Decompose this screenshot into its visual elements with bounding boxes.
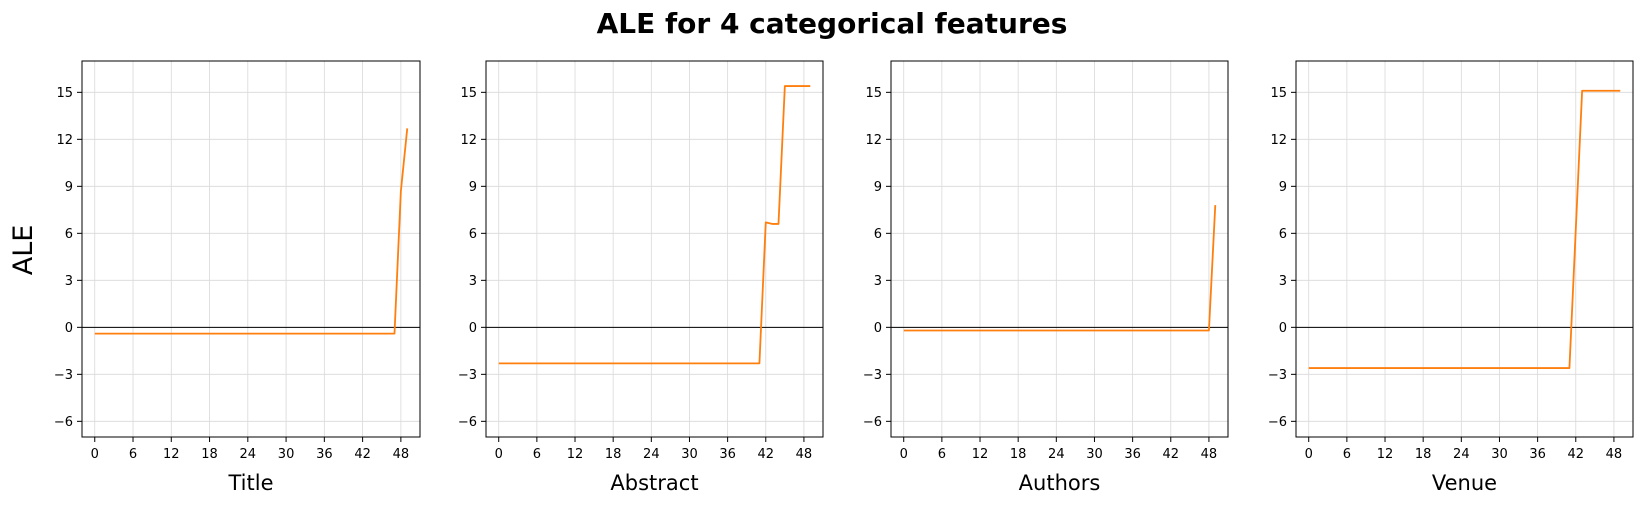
x-tick-label: 42 [354,447,371,462]
y-tick-label: −3 [1268,368,1287,383]
x-tick-label: 30 [681,447,698,462]
y-tick-label: 9 [469,180,477,195]
y-tick-label: −6 [863,415,882,430]
ale-line [903,205,1217,332]
x-tick-label: 48 [393,447,410,462]
ale-line [94,128,409,335]
y-tick-label: 15 [56,86,73,101]
x-tick-label: 36 [1529,447,1546,462]
ale-line [498,85,811,365]
x-tick-label: 48 [1201,447,1218,462]
y-tick-label: −6 [54,415,73,430]
x-tick-label: 48 [796,447,813,462]
y-tick-label: −6 [458,415,477,430]
x-axis-label: Authors [1019,471,1101,495]
x-tick-label: 24 [1048,447,1065,462]
y-tick-label: 15 [460,86,477,101]
y-tick-label: 12 [460,133,477,148]
x-tick-label: 6 [938,447,946,462]
y-tick-label: −3 [863,368,882,383]
x-tick-label: 12 [972,447,989,462]
x-tick-label: 12 [1377,447,1394,462]
y-tick-label: 6 [65,227,73,242]
x-tick-label: 24 [240,447,257,462]
figure-title: ALE for 4 categorical features [597,7,1068,40]
x-tick-label: 30 [278,447,295,462]
x-tick-label: 0 [91,447,99,462]
y-tick-label: 12 [865,133,882,148]
y-axis-label: ALE [8,225,39,276]
y-tick-label: 6 [874,227,882,242]
axes-frame [81,60,421,438]
x-tick-label: 0 [1305,447,1313,462]
x-tick-label: 18 [1010,447,1027,462]
x-tick-label: 36 [719,447,736,462]
y-tick-label: 6 [469,227,477,242]
x-tick-label: 42 [1568,447,1585,462]
ale-line [1308,89,1621,369]
axes-frame [890,60,1229,438]
y-tick-label: −3 [458,368,477,383]
x-axis-label: Title [227,471,273,495]
y-tick-label: 9 [65,180,73,195]
x-tick-label: 0 [495,447,503,462]
x-tick-label: 12 [163,447,180,462]
x-tick-label: 30 [1491,447,1508,462]
y-tick-label: 0 [469,321,477,336]
x-tick-label: 24 [1453,447,1470,462]
y-tick-label: 12 [1270,133,1287,148]
y-tick-label: 15 [865,86,882,101]
x-tick-label: 48 [1606,447,1623,462]
y-tick-label: −3 [54,368,73,383]
x-tick-label: 6 [1343,447,1351,462]
x-tick-label: 42 [758,447,775,462]
x-tick-label: 18 [201,447,218,462]
y-tick-label: 9 [874,180,882,195]
x-tick-label: 18 [605,447,622,462]
x-tick-label: 6 [129,447,137,462]
x-tick-label: 6 [533,447,541,462]
axes-frame [1295,60,1634,438]
y-tick-label: 0 [65,321,73,336]
y-tick-label: 3 [874,274,882,289]
x-tick-label: 12 [567,447,584,462]
y-tick-label: 12 [56,133,73,148]
axes-frame [485,60,824,438]
y-tick-label: 3 [65,274,73,289]
x-tick-label: 24 [643,447,660,462]
x-tick-label: 42 [1163,447,1180,462]
y-tick-label: 9 [1279,180,1287,195]
y-tick-label: 15 [1270,86,1287,101]
x-tick-label: 30 [1086,447,1103,462]
y-tick-label: 3 [469,274,477,289]
x-tick-label: 36 [316,447,333,462]
x-tick-label: 0 [900,447,908,462]
y-tick-label: 6 [1279,227,1287,242]
x-axis-label: Venue [1432,471,1497,495]
y-tick-label: 0 [874,321,882,336]
x-tick-label: 18 [1415,447,1432,462]
y-tick-label: 3 [1279,274,1287,289]
x-axis-label: Abstract [610,471,698,495]
y-tick-label: 0 [1279,321,1287,336]
x-tick-label: 36 [1124,447,1141,462]
y-tick-label: −6 [1268,415,1287,430]
